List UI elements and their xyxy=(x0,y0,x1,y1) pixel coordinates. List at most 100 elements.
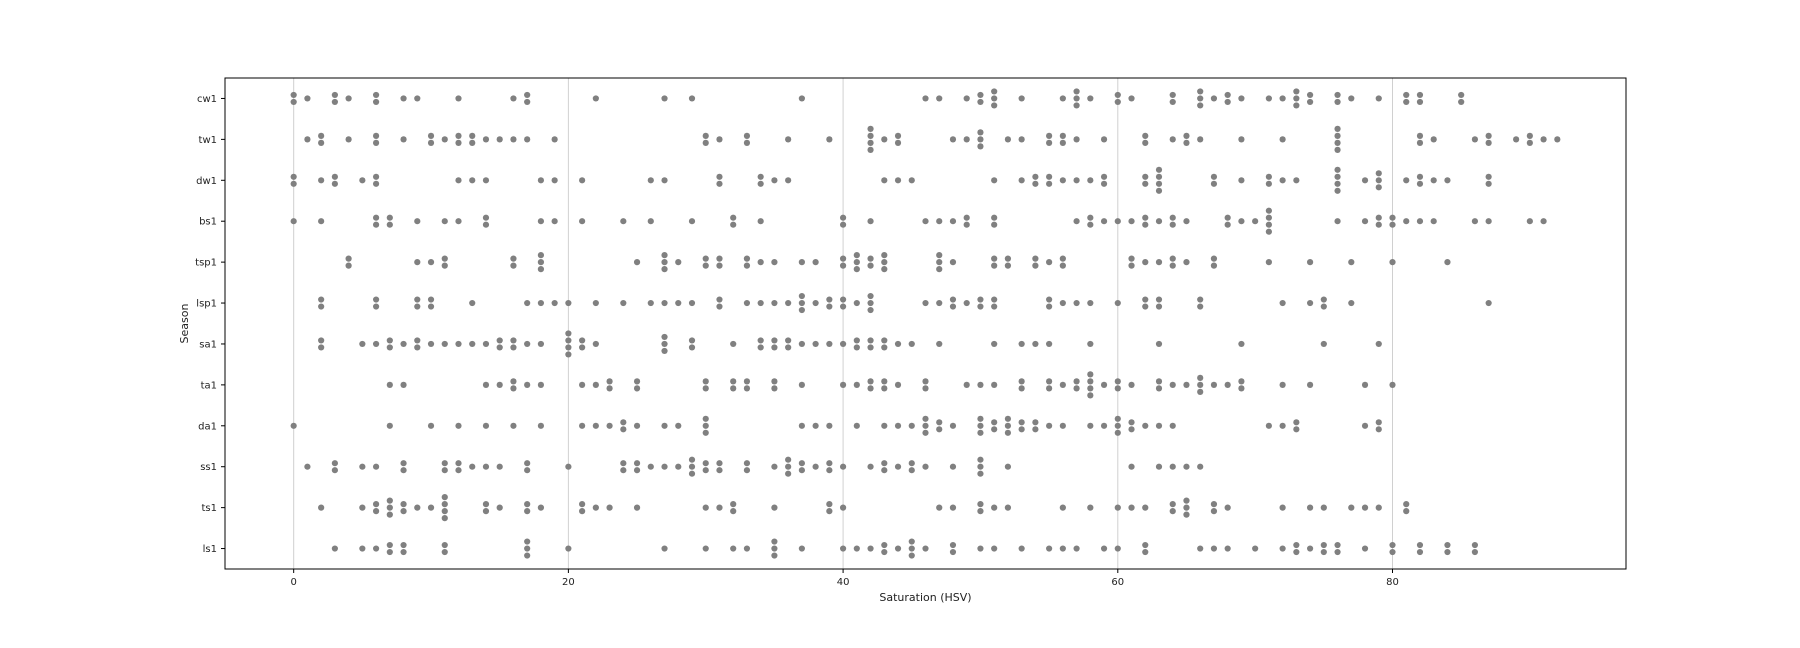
data-point xyxy=(702,429,709,436)
data-point xyxy=(345,262,352,269)
data-point xyxy=(1073,102,1080,109)
data-point xyxy=(977,508,984,515)
data-point xyxy=(1416,91,1424,99)
data-point xyxy=(1087,392,1094,399)
data-point xyxy=(345,95,352,102)
data-point xyxy=(1210,501,1218,508)
data-point xyxy=(1210,173,1218,180)
data-point xyxy=(881,385,888,392)
data-point xyxy=(867,463,874,470)
data-point xyxy=(1155,385,1163,392)
data-point xyxy=(661,545,668,552)
data-point xyxy=(853,337,860,344)
data-point xyxy=(482,508,490,515)
data-point xyxy=(551,299,558,307)
data-point xyxy=(455,132,462,139)
data-point xyxy=(757,337,764,344)
data-point xyxy=(922,218,929,225)
data-point xyxy=(949,296,957,303)
data-point xyxy=(1087,214,1094,221)
data-point xyxy=(661,463,668,470)
data-point xyxy=(743,545,751,552)
data-point xyxy=(730,508,737,515)
data-point xyxy=(1210,381,1218,388)
data-point xyxy=(1334,132,1341,139)
data-point xyxy=(936,252,943,259)
data-point xyxy=(785,456,792,463)
data-point xyxy=(743,385,751,392)
data-point xyxy=(565,344,572,351)
data-point xyxy=(1554,136,1561,143)
data-point xyxy=(1018,177,1025,184)
data-point xyxy=(1087,177,1094,184)
data-point xyxy=(1238,385,1245,392)
data-point xyxy=(455,460,462,467)
data-point xyxy=(771,299,778,307)
data-point xyxy=(1197,95,1204,102)
data-point xyxy=(1320,303,1327,310)
data-point xyxy=(400,95,407,102)
data-point xyxy=(1155,378,1163,385)
data-point xyxy=(1293,548,1300,556)
data-point xyxy=(881,548,888,556)
data-point xyxy=(427,340,435,348)
data-point xyxy=(661,333,668,341)
data-point xyxy=(1059,177,1066,184)
data-point xyxy=(922,463,929,470)
data-point xyxy=(1485,218,1492,225)
data-point xyxy=(716,173,723,180)
data-point xyxy=(1265,259,1272,266)
data-point xyxy=(1375,177,1382,184)
data-point xyxy=(826,303,833,310)
data-point xyxy=(675,299,682,307)
x-tick-label: 80 xyxy=(1386,577,1399,588)
data-point xyxy=(839,545,847,552)
data-point xyxy=(1306,504,1314,511)
x-tick-label: 20 xyxy=(562,577,575,588)
data-point xyxy=(1334,91,1341,99)
data-point xyxy=(908,422,915,429)
data-point xyxy=(592,340,599,348)
data-point xyxy=(537,381,545,388)
data-point xyxy=(1073,177,1080,184)
data-point xyxy=(1293,541,1300,549)
data-point xyxy=(977,98,984,106)
data-point xyxy=(1375,95,1382,102)
data-point xyxy=(894,177,902,184)
data-point xyxy=(757,218,764,225)
data-point xyxy=(496,337,503,344)
data-point xyxy=(1375,184,1382,191)
data-point xyxy=(1114,218,1121,225)
data-point xyxy=(812,463,819,470)
data-point xyxy=(963,299,970,307)
data-point xyxy=(991,255,998,262)
data-point xyxy=(400,467,407,474)
data-point xyxy=(1334,187,1341,194)
data-point xyxy=(1210,255,1218,262)
data-point xyxy=(579,501,586,508)
data-point xyxy=(1306,98,1314,106)
data-point xyxy=(826,501,833,508)
data-point xyxy=(1306,299,1314,307)
data-point xyxy=(1155,218,1163,225)
data-point xyxy=(1059,299,1066,307)
data-point xyxy=(647,177,654,184)
data-point xyxy=(386,337,393,344)
data-point xyxy=(318,303,325,310)
data-point xyxy=(881,467,888,474)
data-point xyxy=(372,508,380,515)
data-point xyxy=(318,139,325,146)
data-point xyxy=(1320,541,1327,549)
data-point xyxy=(579,422,586,429)
data-point xyxy=(1361,545,1369,552)
data-point xyxy=(798,460,805,467)
data-point xyxy=(1155,187,1163,194)
data-point xyxy=(1403,501,1410,508)
data-point xyxy=(1197,545,1204,552)
data-point xyxy=(647,299,654,307)
data-point xyxy=(826,340,833,348)
data-point xyxy=(881,136,888,143)
data-point xyxy=(441,548,448,556)
data-point xyxy=(496,463,503,470)
data-point xyxy=(620,419,627,426)
